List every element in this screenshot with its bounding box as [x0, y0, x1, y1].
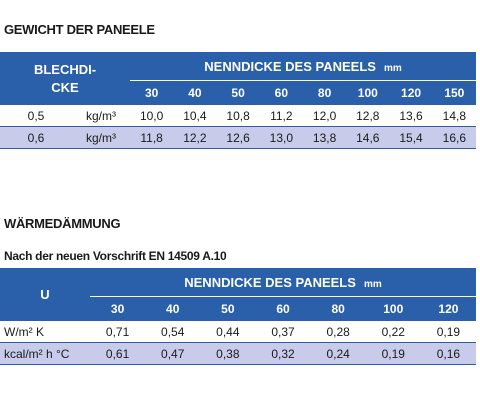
cell: 11,2 — [259, 105, 303, 127]
column-header: 30 — [90, 296, 146, 321]
cell: 0,16 — [420, 342, 476, 365]
column-header: 40 — [145, 296, 201, 321]
cell: 0,37 — [255, 321, 311, 343]
cell: 0,19 — [365, 342, 421, 365]
column-header: 50 — [216, 80, 260, 105]
section-title: GEWICHT DER PANEELE — [4, 22, 155, 37]
cell: 12,6 — [216, 126, 260, 149]
row-unit: kg/m³ — [72, 105, 131, 127]
header: NENNDICKE DES PANEELS mm — [90, 268, 476, 297]
column-header: 40 — [173, 80, 217, 105]
header: NENNDICKE DES PANEELS mm — [130, 52, 476, 81]
insulation-table: U NENNDICKE DES PANEELS mm 30 40 50 60 80 100 120… — [0, 268, 476, 365]
header-row: BLECHDI- CKE NENNDICKE DES PANEELS mm — [0, 52, 476, 105]
cell: 0,61 — [90, 342, 146, 365]
data-row: W/m² K 0,71 0,54 0,44 0,37 0,28 0,22 0,19 — [0, 321, 476, 343]
header-title: NENNDICKE DES PANEELS — [184, 274, 356, 290]
cell: 0,44 — [200, 321, 256, 343]
cell: 15,4 — [389, 126, 433, 149]
data-row: kcal/m² h °C 0,61 0,47 0,38 0,32 0,24 0,19 0,16 — [0, 342, 476, 365]
column-header: 60 — [255, 296, 311, 321]
cell: 10,0 — [130, 105, 174, 127]
cell: 0,32 — [255, 342, 311, 365]
cell: 0,19 — [420, 321, 476, 343]
row-thickness: 0,5 — [0, 105, 72, 127]
cell: 13,6 — [389, 105, 433, 127]
header-row: U NENNDICKE DES PANEELS mm — [0, 268, 476, 321]
column-header: 60 — [259, 80, 303, 105]
section-subtitle: Nach der neuen Vorschrift EN 14509 A.10 — [4, 249, 227, 263]
corner-label-line: CKE — [51, 79, 79, 95]
cell: 10,8 — [216, 105, 260, 127]
cell: 13,0 — [259, 126, 303, 149]
section-title: WÄRMEDÄMMUNG — [4, 216, 121, 231]
cell: 0,47 — [145, 342, 201, 365]
column-header: 30 — [130, 80, 174, 105]
header-unit: mm — [383, 62, 402, 74]
cell: 11,8 — [130, 126, 174, 149]
row-thickness: 0,6 — [0, 126, 72, 149]
header-title: NENNDICKE DES PANEELS — [204, 58, 376, 74]
cell: 12,2 — [173, 126, 217, 149]
column-header: 100 — [365, 296, 421, 321]
column-header: 100 — [346, 80, 390, 105]
row-unit: W/m² K — [0, 321, 90, 343]
row-unit: kcal/m² h °C — [0, 342, 90, 365]
cell: 16,6 — [432, 126, 476, 149]
cell: 12,8 — [346, 105, 390, 127]
weight-table: BLECHDI- CKE NENNDICKE DES PANEELS mm 30 40 50… — [0, 52, 476, 149]
cell: 0,38 — [200, 342, 256, 365]
data-row: 0,5 kg/m³ 10,0 10,4 10,8 11,2 12,0 12,8 13,6 14,8 — [0, 105, 476, 127]
cell: 0,24 — [310, 342, 366, 365]
cell: 0,71 — [90, 321, 146, 343]
column-header: 80 — [310, 296, 366, 321]
column-header: 150 — [432, 80, 476, 105]
column-header: 120 — [389, 80, 433, 105]
corner-label: U — [0, 268, 90, 321]
column-header: 120 — [420, 296, 476, 321]
row-unit: kg/m³ — [72, 126, 131, 149]
cell: 10,4 — [173, 105, 217, 127]
cell: 14,8 — [432, 105, 476, 127]
column-header: 80 — [302, 80, 347, 105]
corner-label: BLECHDI- CKE — [0, 52, 131, 105]
corner-label-line: BLECHDI- — [33, 61, 97, 77]
cell: 0,28 — [310, 321, 366, 343]
cell: 13,8 — [302, 126, 347, 149]
data-row: 0,6 kg/m³ 11,8 12,2 12,6 13,0 13,8 14,6 15,4 16,6 — [0, 126, 476, 149]
cell: 12,0 — [302, 105, 347, 127]
cell: 0,22 — [365, 321, 421, 343]
column-header: 50 — [200, 296, 256, 321]
header-unit: mm — [363, 278, 382, 290]
subheader-row: 30 40 50 60 80 100 120 150 — [0, 80, 476, 105]
cell: 14,6 — [346, 126, 390, 149]
cell: 0,54 — [145, 321, 201, 343]
subheader-row: 30 40 50 60 80 100 120 — [0, 296, 476, 321]
